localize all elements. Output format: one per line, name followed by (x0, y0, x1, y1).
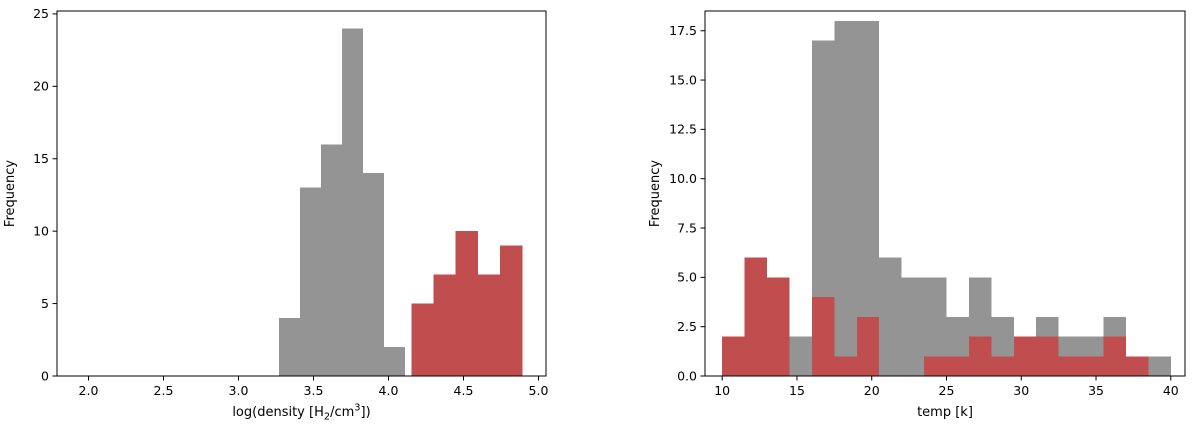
x-tick-label: 20 (864, 383, 880, 398)
y-tick-label: 15 (33, 151, 49, 166)
y-tick-label: 20 (33, 79, 49, 94)
y-tick-label: 10 (33, 223, 49, 238)
x-tick-label: 3.0 (229, 383, 249, 398)
red-histogram-bar (744, 257, 768, 376)
y-tick-label: 0 (41, 368, 49, 383)
gray-histogram-bar (1148, 356, 1171, 376)
y-tick-label: 0.0 (677, 368, 697, 383)
x-tick-label: 2.5 (154, 383, 174, 398)
red-histogram-bar (433, 274, 456, 376)
red-histogram-bar (1081, 356, 1104, 376)
x-tick-label: 35 (1088, 383, 1104, 398)
red-histogram-bar (1013, 336, 1037, 376)
subplot-0: 2.0 2.5 3.0 3.5 4.0 4.5 5.0 0 5 10 15 20 25 log(densi… (3, 6, 548, 422)
gray-histogram-bar (279, 318, 300, 376)
y-tick-label: 25 (33, 6, 49, 21)
x-tick-label: 2.0 (79, 383, 99, 398)
gray-histogram-bar (811, 40, 835, 377)
axes-spines (704, 10, 1186, 377)
red-histogram-bar (924, 356, 947, 376)
x-tick-label: 4.5 (454, 383, 474, 398)
x-tick-label: 5.0 (529, 383, 549, 398)
red-histogram-bar (968, 336, 992, 376)
red-histogram-bar (946, 356, 969, 376)
x-tick-label: 30 (1013, 383, 1029, 398)
red-histogram-bar (722, 336, 745, 376)
y-tick-label: 10.0 (669, 171, 697, 186)
y-tick-label: 15.0 (669, 72, 697, 87)
gray-histogram-bar (924, 277, 947, 376)
y-tick-label: 7.5 (677, 220, 697, 235)
x-tick-label: 10 (714, 383, 730, 398)
red-histogram-bar (411, 303, 434, 376)
red-histogram-bar (991, 356, 1014, 376)
red-histogram-bar (834, 356, 857, 376)
gray-histogram-bar (321, 144, 342, 376)
red-histogram-bar (1125, 356, 1149, 376)
x-axis-label: temp [k] (917, 405, 973, 420)
red-histogram-bar (1103, 336, 1126, 376)
y-tick-label: 5.0 (677, 270, 697, 285)
gray-histogram-bar (879, 257, 902, 376)
y-tick-label: 12.5 (669, 122, 697, 137)
y-axis-label: Frequency (3, 160, 18, 227)
y-tick-label: 2.5 (677, 319, 697, 334)
x-tick-label: 3.5 (304, 383, 324, 398)
gray-histogram-bar (384, 347, 405, 376)
gray-histogram-bar (789, 336, 812, 376)
x-axis-label: log(density [H2/cm3]) (232, 403, 370, 423)
gray-histogram-bar (834, 20, 857, 377)
gray-histogram-bar (901, 277, 925, 376)
red-histogram-bar (1058, 356, 1082, 376)
x-tick-label: 25 (939, 383, 955, 398)
y-tick-label: 17.5 (669, 23, 697, 38)
red-histogram-bar (477, 274, 501, 376)
red-histogram-bar (767, 277, 790, 376)
subplot-1: 10 15 20 25 30 35 40 0.0 2.5 5.0 7.5 10.0 12.5 15.0 17… (648, 10, 1186, 420)
red-histogram-bar (811, 297, 835, 376)
gray-histogram-bar (856, 20, 880, 377)
axes-spines (56, 10, 547, 377)
red-histogram-bar (500, 245, 523, 376)
x-tick-label: 40 (1163, 383, 1179, 398)
gray-histogram-bar (300, 187, 321, 376)
y-tick-label: 5 (41, 296, 49, 311)
red-histogram-bar (455, 231, 478, 376)
gray-histogram-bar (363, 173, 384, 376)
gray-histogram-bar (342, 28, 363, 376)
x-tick-label: 15 (789, 383, 805, 398)
y-axis-label: Frequency (648, 160, 663, 227)
red-histogram-bar (856, 316, 880, 376)
red-histogram-bar (1036, 336, 1059, 376)
x-tick-label: 4.0 (379, 383, 399, 398)
